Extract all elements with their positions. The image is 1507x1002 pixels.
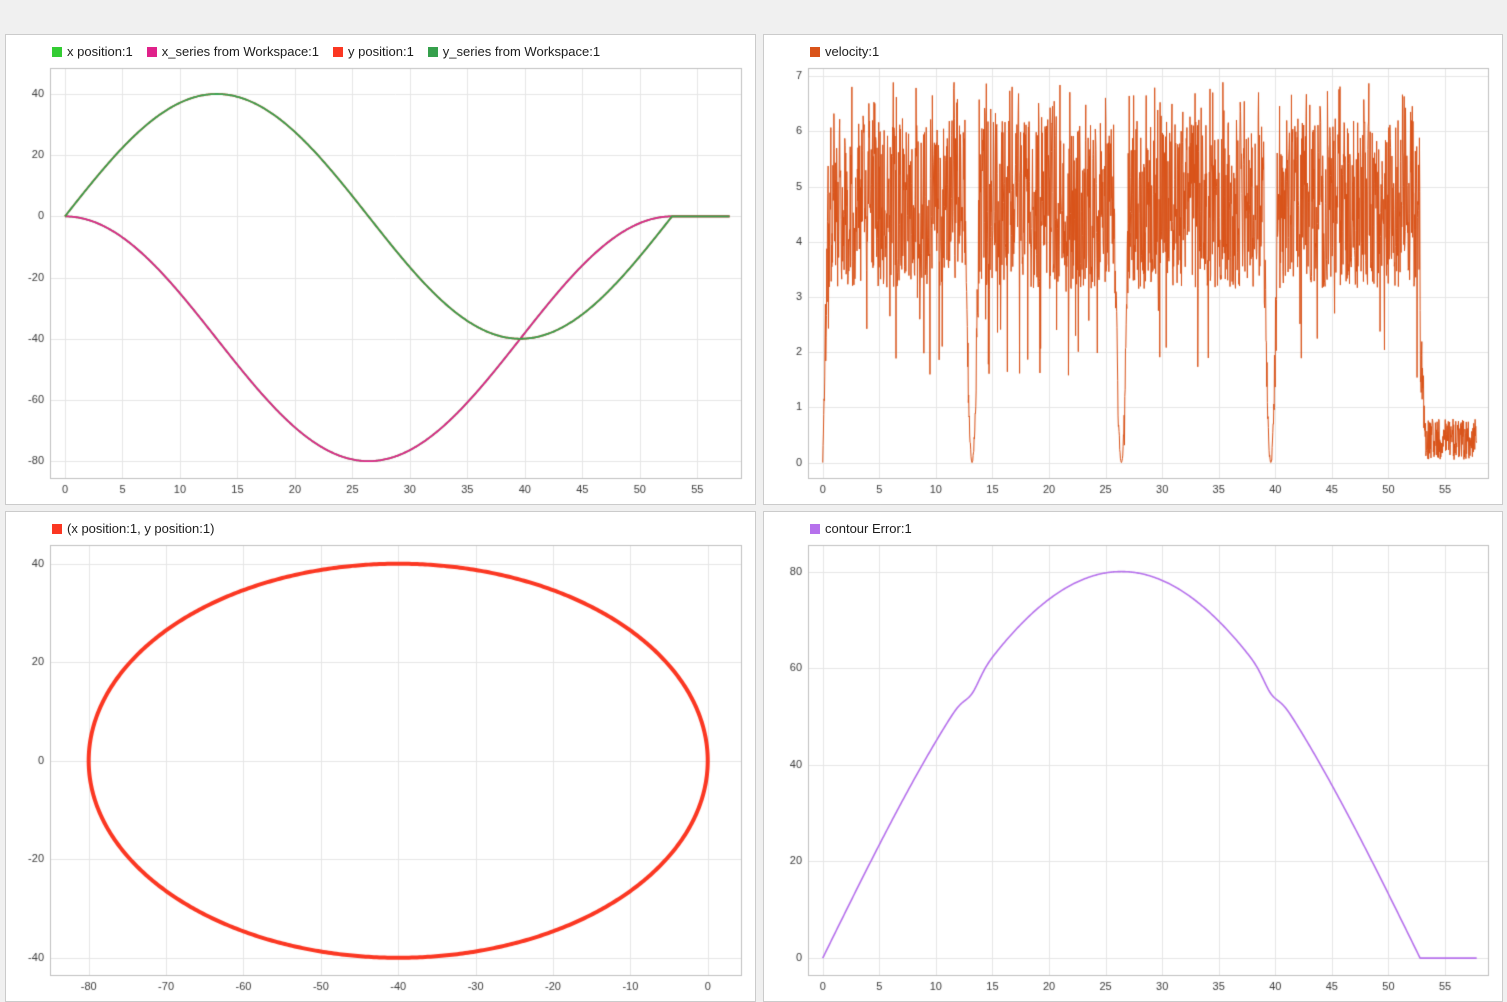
legend-item[interactable]: y_series from Workspace:1 bbox=[427, 44, 601, 59]
legend-item[interactable]: x position:1 bbox=[52, 44, 133, 59]
panel-xy-plot: (x position:1, y position:1) bbox=[5, 511, 756, 1002]
legend-swatch-icon bbox=[146, 46, 157, 57]
legend-swatch-icon bbox=[52, 46, 62, 57]
legend-swatch-icon bbox=[427, 46, 438, 57]
legend-label: x position:1 bbox=[67, 44, 133, 59]
legend-item[interactable]: y position:1 bbox=[333, 44, 414, 59]
legend-swatch-icon bbox=[333, 46, 344, 57]
panel-velocity: velocity:1 bbox=[763, 34, 1503, 505]
legend-label: velocity:1 bbox=[825, 44, 880, 59]
legend-swatch-icon bbox=[52, 523, 62, 534]
legend-label: x_series from Workspace:1 bbox=[161, 44, 320, 59]
velocity-chart-canvas[interactable] bbox=[764, 62, 1502, 504]
legend-label: y_series from Workspace:1 bbox=[442, 44, 601, 59]
positions-chart-canvas[interactable] bbox=[6, 62, 755, 504]
legend-item[interactable]: contour Error:1 bbox=[810, 521, 912, 536]
positions-legend: x position:1 x_series from Workspace:1 y p… bbox=[6, 35, 755, 62]
panel-positions: x position:1 x_series from Workspace:1 y p… bbox=[5, 34, 756, 505]
xy-plot-legend: (x position:1, y position:1) bbox=[6, 512, 755, 539]
legend-item[interactable]: (x position:1, y position:1) bbox=[52, 521, 214, 536]
legend-label: contour Error:1 bbox=[825, 521, 912, 536]
legend-swatch-icon bbox=[810, 523, 820, 534]
contour-error-legend: contour Error:1 bbox=[764, 512, 1502, 539]
legend-label: (x position:1, y position:1) bbox=[67, 521, 215, 536]
legend-label: y position:1 bbox=[348, 44, 414, 59]
xy-plot-chart-canvas[interactable] bbox=[6, 539, 755, 1001]
contour-error-chart-canvas[interactable] bbox=[764, 539, 1502, 1001]
legend-item[interactable]: x_series from Workspace:1 bbox=[146, 44, 320, 59]
panel-contour-error: contour Error:1 bbox=[763, 511, 1503, 1002]
velocity-legend: velocity:1 bbox=[764, 35, 1502, 62]
legend-swatch-icon bbox=[810, 46, 820, 57]
legend-item[interactable]: velocity:1 bbox=[810, 44, 879, 59]
